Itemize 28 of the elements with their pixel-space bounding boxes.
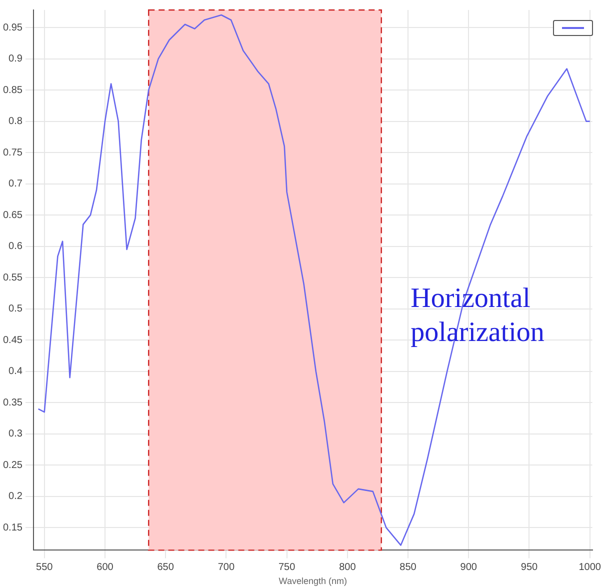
y-tick-label: 0.85 [2,84,23,96]
y-tick-label: 0.15 [2,522,23,534]
y-tick-label: 0.6 [8,241,23,252]
y-tick-label: 0.7 [8,178,23,190]
y-tick-label: 0.45 [2,334,23,346]
x-tick-label: 1000 [578,562,602,573]
x-axis-title: Wavelength (nm) [278,576,347,586]
y-tick-label: 0.65 [2,210,23,221]
x-tick-label: 850 [400,562,417,573]
y-tick-label: 0.9 [8,54,23,65]
y-tick-label: 0.35 [2,397,23,408]
y-tick-label: 0.3 [8,428,23,440]
x-tick-label: 800 [339,562,356,573]
x-tick-label: 750 [278,562,296,573]
y-tick-label: 0.25 [2,460,23,471]
x-tick-label: 600 [96,562,114,573]
y-tick-label: 0.2 [8,491,23,502]
x-tick-label: 950 [520,562,538,573]
x-tick-label: 900 [460,562,478,573]
x-tick-label: 650 [157,562,174,573]
y-tick-label: 0.8 [8,116,23,128]
y-tick-label: 0.75 [2,147,23,158]
x-tick-label: 550 [36,562,54,573]
y-tick-label: 0.4 [8,366,23,378]
y-tick-label: 0.95 [2,22,23,34]
y-tick-label: 0.5 [8,304,23,315]
x-tick-label: 700 [218,562,235,573]
y-tick-label: 0.55 [2,272,23,284]
